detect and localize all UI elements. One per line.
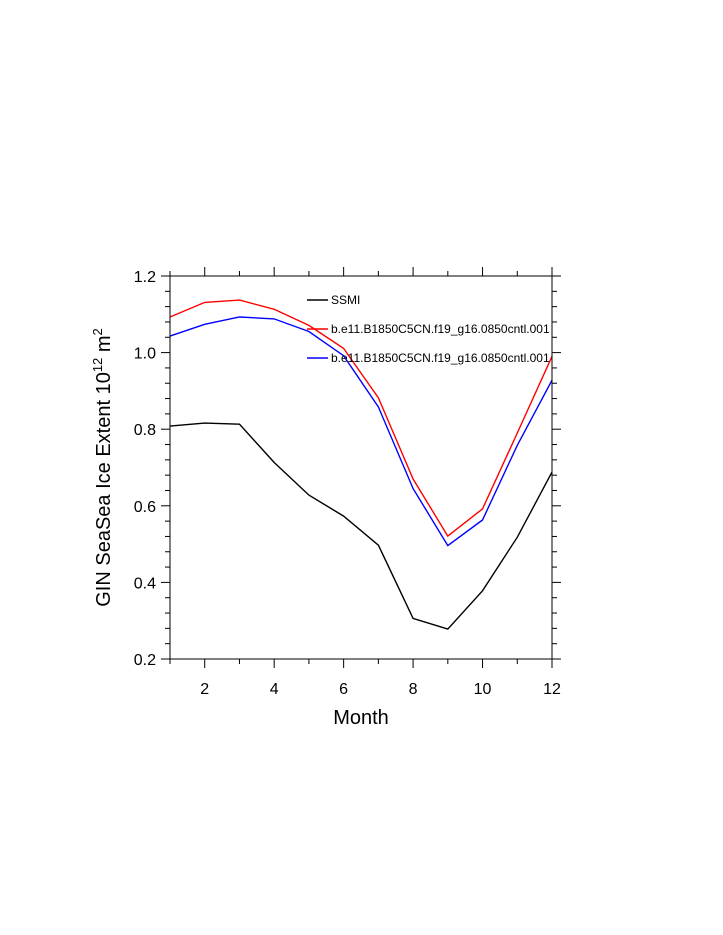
- y-axis-title-superscript: 12: [90, 358, 105, 372]
- plot-frame: [169, 275, 553, 660]
- y-axis-title-text: GIN SeaSea Ice Extent 10: [93, 372, 115, 607]
- y-tick-label: 1.0: [134, 346, 156, 363]
- y-tick-label: 0.6: [134, 499, 156, 516]
- x-tick-label: 2: [200, 681, 209, 698]
- legend-label: b.e11.B1850C5CN.f19_g16.0850cntl.001: [331, 351, 550, 365]
- x-tick-label: 8: [409, 681, 418, 698]
- labels-layer: 2 4 6 8 10 12 0.2 0.4 0.6 0.8 1.0 1.2: [134, 269, 561, 698]
- y-axis-title-unit-superscript: 2: [90, 328, 105, 335]
- legend-label: SSMI: [331, 293, 360, 307]
- ticks-layer: [161, 267, 561, 668]
- series-line-2: [169, 299, 553, 538]
- y-tick-label: 0.4: [134, 575, 156, 592]
- x-tick-label: 12: [543, 681, 561, 698]
- legend-label: b.e11.B1850C5CN.f19_g16.0850cntl.001: [331, 322, 550, 336]
- series-layer: [169, 299, 553, 630]
- legend: SSMI b.e11.B1850C5CN.f19_g16.0850cntl.001…: [307, 293, 550, 365]
- series-line-3: [169, 316, 553, 547]
- x-axis-title: Month: [333, 707, 389, 729]
- y-axis-title: GIN SeaSea Ice Extent 1012 m2: [90, 328, 115, 607]
- y-axis-title-unit: m: [93, 335, 115, 357]
- x-tick-label: 4: [270, 681, 279, 698]
- series-line-1: [169, 422, 553, 630]
- y-tick-label: 0.8: [134, 422, 156, 439]
- x-tick-label: 6: [339, 681, 348, 698]
- y-tick-label: 1.2: [134, 269, 156, 286]
- x-tick-label: 10: [474, 681, 492, 698]
- y-tick-label: 0.2: [134, 652, 156, 669]
